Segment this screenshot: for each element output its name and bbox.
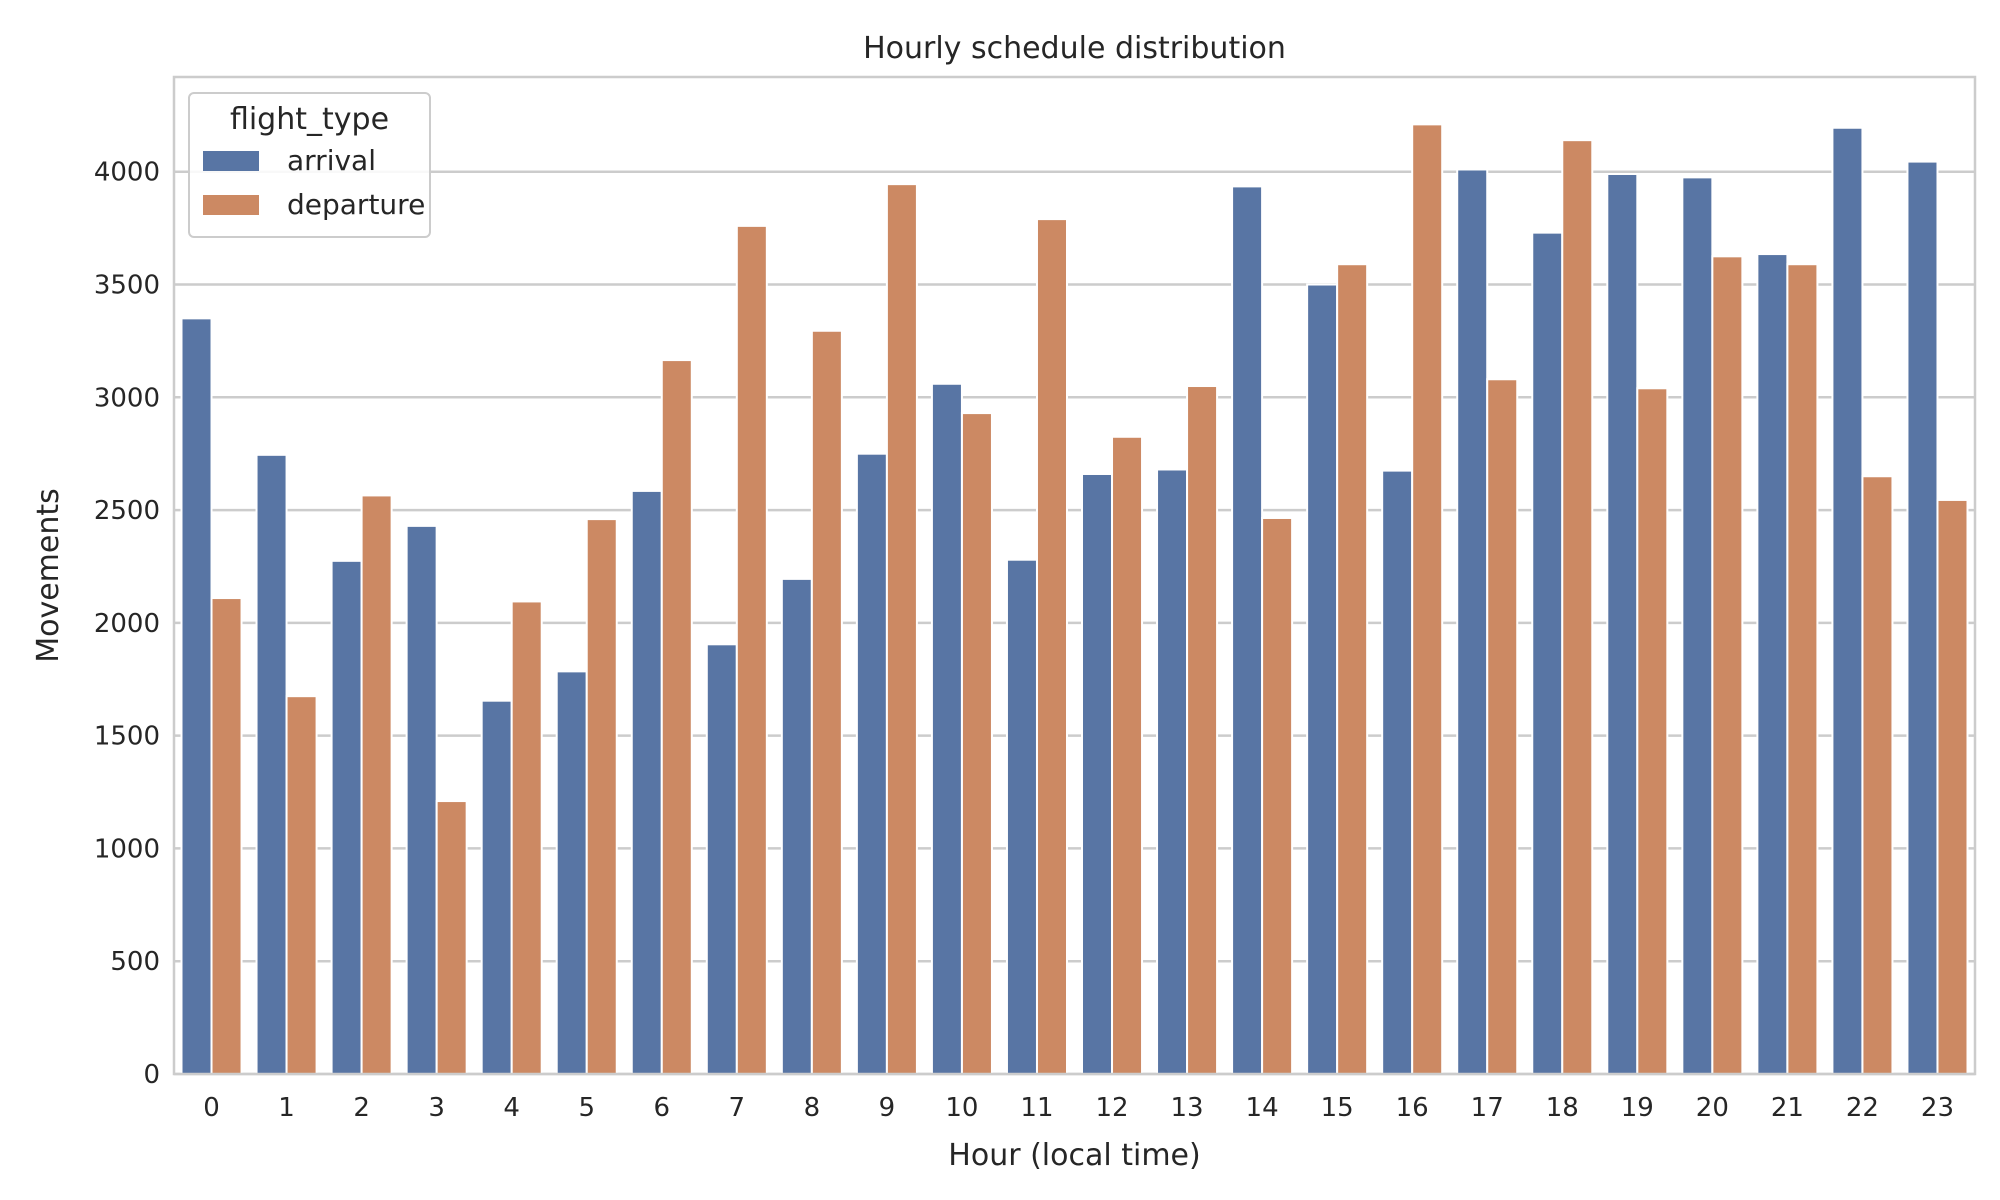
x-axis-label: Hour (local time) — [948, 1138, 1200, 1173]
bar-departure-1 — [285, 695, 318, 1075]
bar-departure-7 — [735, 224, 768, 1076]
bar-departure-16 — [1411, 123, 1444, 1075]
legend-swatch-arrival — [203, 151, 259, 171]
x-tick-label: 2 — [353, 1093, 370, 1123]
bar-departure-19 — [1636, 387, 1669, 1076]
bar-arrival-5 — [555, 670, 588, 1075]
bar-arrival-3 — [405, 524, 438, 1075]
bar-arrival-11 — [1005, 558, 1038, 1075]
legend: flight_type arrival departure — [188, 92, 431, 238]
x-tick-label: 22 — [1846, 1093, 1879, 1123]
y-tick-label: 2000 — [94, 609, 160, 639]
y-tick-label: 3500 — [94, 271, 160, 301]
bar-arrival-14 — [1231, 185, 1264, 1076]
y-tick-label: 4000 — [94, 158, 160, 188]
bar-arrival-21 — [1756, 253, 1789, 1075]
x-tick-label: 4 — [503, 1093, 520, 1123]
x-tick-label: 17 — [1471, 1093, 1504, 1123]
bar-departure-18 — [1561, 139, 1594, 1075]
bar-arrival-2 — [330, 559, 363, 1075]
y-tick-label: 1500 — [94, 722, 160, 752]
grid-lines — [174, 170, 1975, 1076]
x-tick-label: 13 — [1171, 1093, 1204, 1123]
y-tick-label: 0 — [143, 1060, 160, 1090]
y-tick-label: 500 — [110, 947, 160, 977]
bar-arrival-4 — [480, 699, 513, 1075]
bar-arrival-22 — [1831, 126, 1864, 1076]
y-tick-label: 3000 — [94, 383, 160, 413]
bar-departure-0 — [210, 597, 243, 1076]
legend-label-departure: departure — [287, 188, 425, 221]
bar-arrival-7 — [705, 643, 738, 1075]
x-tick-label: 6 — [653, 1093, 670, 1123]
bar-arrival-6 — [630, 489, 663, 1075]
bar-arrival-13 — [1156, 468, 1189, 1075]
bar-arrival-1 — [255, 453, 288, 1075]
x-tick-label: 23 — [1921, 1093, 1954, 1123]
bar-arrival-10 — [930, 382, 963, 1075]
y-tick-label: 1000 — [94, 834, 160, 864]
x-tick-label: 1 — [278, 1093, 295, 1123]
x-tick-label: 14 — [1246, 1093, 1279, 1123]
bar-departure-5 — [585, 518, 618, 1075]
legend-label-arrival: arrival — [287, 144, 376, 177]
x-tick-label: 15 — [1321, 1093, 1354, 1123]
bar-arrival-23 — [1906, 160, 1939, 1075]
x-tick-label: 18 — [1546, 1093, 1579, 1123]
bar-arrival-17 — [1456, 168, 1489, 1076]
bar-departure-23 — [1936, 498, 1969, 1075]
x-tick-label: 8 — [804, 1093, 821, 1123]
x-tick-label: 16 — [1396, 1093, 1429, 1123]
bar-arrival-18 — [1531, 231, 1564, 1076]
bar-arrival-9 — [855, 452, 888, 1075]
bar-departure-10 — [960, 412, 993, 1075]
x-tick-label: 9 — [879, 1093, 896, 1123]
y-axis-label: Movements — [31, 488, 66, 663]
bar-arrival-16 — [1381, 469, 1414, 1075]
legend-title: flight_type — [230, 102, 389, 137]
legend-items: arrival departure — [203, 144, 425, 221]
bar-arrival-12 — [1081, 472, 1114, 1075]
x-tick-label: 11 — [1020, 1093, 1053, 1123]
bars — [180, 123, 1969, 1076]
x-tick-label: 7 — [729, 1093, 746, 1123]
bar-arrival-0 — [180, 317, 213, 1075]
bar-departure-8 — [810, 329, 843, 1076]
x-tick-label: 19 — [1621, 1093, 1654, 1123]
bar-departure-11 — [1035, 218, 1068, 1076]
bar-departure-17 — [1486, 378, 1519, 1075]
x-tick-label: 10 — [945, 1093, 978, 1123]
bar-departure-13 — [1186, 385, 1219, 1075]
plot-frame — [172, 75, 1977, 1076]
y-tick-label: 2500 — [94, 496, 160, 526]
x-tick-label: 0 — [203, 1093, 220, 1123]
x-tick-label: 12 — [1095, 1093, 1128, 1123]
bar-arrival-8 — [780, 577, 813, 1075]
bar-departure-14 — [1261, 516, 1294, 1075]
x-tick-label: 3 — [428, 1093, 445, 1123]
x-tick-label: 20 — [1696, 1093, 1729, 1123]
bar-departure-4 — [510, 600, 543, 1076]
bar-departure-12 — [1111, 435, 1144, 1075]
bar-departure-2 — [360, 494, 393, 1075]
bar-departure-15 — [1336, 263, 1369, 1075]
bar-departure-20 — [1711, 255, 1744, 1075]
bar-departure-21 — [1786, 263, 1819, 1075]
bar-departure-3 — [435, 800, 468, 1075]
chart-title: Hourly schedule distribution — [863, 31, 1286, 66]
y-axis-ticks: 0 500 1000 1500 2000 2500 3000 3500 4000 — [94, 158, 160, 1090]
bar-departure-9 — [885, 183, 918, 1075]
bar-arrival-20 — [1681, 176, 1714, 1075]
bar-departure-22 — [1861, 475, 1894, 1075]
legend-swatch-departure — [203, 195, 259, 215]
x-tick-label: 21 — [1771, 1093, 1804, 1123]
bar-arrival-19 — [1606, 172, 1639, 1075]
x-axis-ticks: 0 1 2 3 4 5 6 7 8 9 10 11 12 13 14 15 16 17 18 19 20 21 22 23 — [203, 1093, 1954, 1123]
bar-departure-6 — [660, 359, 693, 1075]
x-tick-label: 5 — [578, 1093, 595, 1123]
bar-arrival-15 — [1306, 283, 1339, 1075]
